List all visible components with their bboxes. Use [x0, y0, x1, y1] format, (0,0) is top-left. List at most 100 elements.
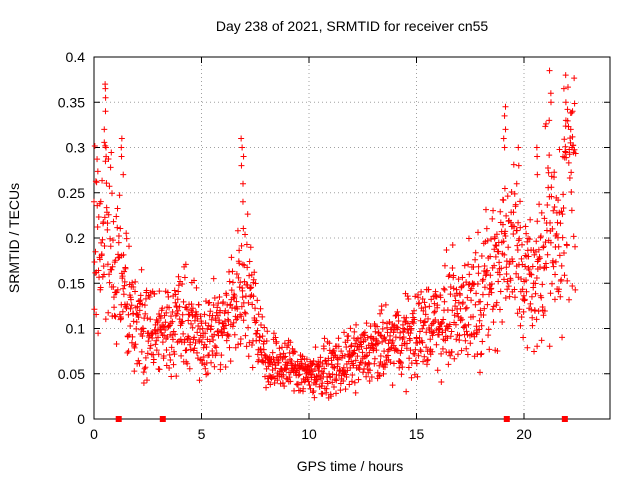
data-point — [511, 286, 518, 293]
data-point — [121, 268, 128, 275]
data-point — [405, 295, 412, 302]
data-point — [187, 339, 194, 346]
data-point — [209, 348, 216, 355]
data-point — [429, 332, 436, 339]
data-point — [366, 360, 373, 367]
data-point — [408, 360, 415, 367]
data-point — [220, 299, 227, 306]
data-point — [243, 241, 250, 248]
data-point — [265, 363, 272, 370]
data-point — [428, 296, 435, 303]
data-point — [523, 277, 530, 284]
y-tick-label: 0 — [77, 411, 85, 427]
data-point — [562, 117, 569, 124]
data-point — [463, 279, 470, 286]
data-point — [95, 213, 102, 220]
data-point — [464, 294, 471, 301]
data-point — [154, 328, 161, 335]
data-point — [557, 220, 564, 227]
data-point — [255, 356, 262, 363]
data-point — [118, 315, 125, 322]
data-point — [562, 149, 569, 156]
data-point — [458, 347, 465, 354]
data-point — [281, 383, 288, 390]
data-point — [462, 322, 469, 329]
data-point — [111, 304, 118, 311]
data-point — [450, 285, 457, 292]
data-point — [375, 340, 382, 347]
data-point — [331, 347, 338, 354]
data-point — [202, 330, 209, 337]
data-point — [523, 230, 530, 237]
data-point — [195, 322, 202, 329]
data-point — [558, 276, 565, 283]
data-point — [147, 342, 154, 349]
data-point — [109, 263, 116, 270]
data-point — [163, 309, 170, 316]
data-point — [131, 368, 138, 375]
data-point — [132, 278, 139, 285]
data-point — [97, 198, 104, 205]
data-point — [384, 329, 391, 336]
data-point — [238, 303, 245, 310]
data-point — [161, 332, 168, 339]
data-point — [413, 360, 420, 367]
data-point — [223, 337, 230, 344]
data-point — [569, 108, 576, 115]
data-point — [390, 342, 397, 349]
data-point — [138, 266, 145, 273]
data-point — [504, 193, 511, 200]
data-point — [261, 351, 268, 358]
data-point — [403, 388, 410, 395]
data-point — [92, 248, 99, 255]
data-point — [332, 376, 339, 383]
data-point — [544, 202, 551, 209]
data-point — [549, 225, 556, 232]
data-point — [514, 310, 521, 317]
data-point — [481, 284, 488, 291]
data-point — [535, 256, 542, 263]
data-point — [96, 256, 103, 263]
data-point — [100, 218, 107, 225]
data-point — [152, 341, 159, 348]
data-point — [480, 276, 487, 283]
data-point — [94, 168, 101, 175]
data-point — [160, 352, 167, 359]
data-point — [185, 317, 192, 324]
data-point — [369, 342, 376, 349]
data-point — [225, 333, 232, 340]
data-point — [280, 371, 287, 378]
data-point — [305, 378, 312, 385]
data-point — [246, 272, 253, 279]
data-point — [407, 337, 414, 344]
data-point — [249, 364, 256, 371]
data-point — [417, 317, 424, 324]
data-point — [355, 364, 362, 371]
y-tick-label: 0.35 — [58, 94, 85, 110]
data-point — [489, 215, 496, 222]
data-point — [423, 329, 430, 336]
data-point — [562, 143, 569, 150]
data-point — [227, 301, 234, 308]
data-point — [486, 346, 493, 353]
data-point — [238, 135, 245, 142]
data-point — [533, 274, 540, 281]
data-point — [197, 313, 204, 320]
data-point — [465, 261, 472, 268]
data-point — [264, 328, 271, 335]
data-point — [532, 280, 539, 287]
data-point — [506, 293, 513, 300]
data-point — [286, 374, 293, 381]
data-point — [477, 307, 484, 314]
data-point — [226, 278, 233, 285]
data-point — [224, 316, 231, 323]
data-point — [557, 293, 564, 300]
data-point — [513, 180, 520, 187]
data-point — [354, 353, 361, 360]
data-points — [90, 67, 579, 401]
data-point — [244, 264, 251, 271]
data-point — [280, 354, 287, 361]
data-point — [559, 334, 566, 341]
data-point — [187, 346, 194, 353]
data-point — [475, 270, 482, 277]
